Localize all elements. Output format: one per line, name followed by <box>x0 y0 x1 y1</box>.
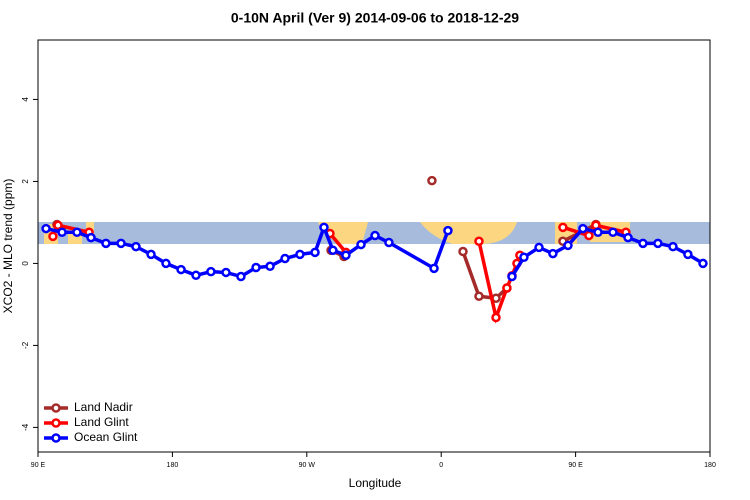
y-tick-label: 0 <box>21 261 30 266</box>
data-point <box>41 223 51 234</box>
data-point <box>668 241 678 252</box>
series-line <box>461 250 509 301</box>
data-point <box>53 220 63 231</box>
data-point <box>443 225 453 236</box>
plot-frame <box>37 39 711 453</box>
chart-title: 0-10N April (Ver 9) 2014-09-06 to 2018-1… <box>231 10 519 26</box>
y-tick-label: 2 <box>21 179 30 184</box>
data-point <box>236 271 246 282</box>
x-tick-label: 90 W <box>299 462 316 469</box>
data-point <box>265 261 275 272</box>
legend-marker <box>51 418 61 428</box>
y-tick-label: -4 <box>21 423 30 431</box>
data-point <box>221 267 231 278</box>
data-point <box>584 230 594 241</box>
data-point <box>653 238 663 249</box>
data-point <box>176 264 186 275</box>
x-tick-label: 180 <box>704 462 716 469</box>
x-tick-label: 90 E <box>568 462 583 469</box>
data-point <box>328 245 338 256</box>
data-point <box>474 291 484 301</box>
data-point <box>698 258 708 269</box>
data-point <box>319 222 329 233</box>
data-point <box>458 246 468 257</box>
y-axis-label: XCO2 - MLO trend (ppm) <box>1 179 15 314</box>
x-tick-label: 90 E <box>31 462 46 469</box>
data-point <box>474 236 484 247</box>
legend-label: Land Glint <box>74 415 129 429</box>
data-point <box>491 312 501 323</box>
legend-marker <box>51 433 61 443</box>
data-point <box>161 258 171 269</box>
data-point <box>295 249 305 260</box>
x-tick-label: 0 <box>439 462 443 469</box>
data-point <box>384 237 394 248</box>
data-point <box>623 232 633 243</box>
data-point <box>429 263 439 274</box>
data-point <box>86 232 96 243</box>
x-tick-label: 180 <box>167 462 179 469</box>
legend-marker <box>51 403 61 413</box>
data-point <box>593 227 603 238</box>
data-point <box>370 230 380 241</box>
data-point <box>608 227 618 238</box>
legend-label: Ocean Glint <box>74 430 138 444</box>
data-point <box>341 250 351 260</box>
data-point <box>206 266 216 277</box>
data-point <box>57 227 67 238</box>
y-tick-label: -2 <box>21 341 30 349</box>
data-point <box>519 252 529 263</box>
data-point <box>280 253 290 264</box>
data-point <box>683 249 693 260</box>
data-point <box>146 249 156 260</box>
x-axis-label: Longitude <box>349 476 402 490</box>
data-point <box>310 247 320 258</box>
data-point <box>548 248 558 259</box>
data-point <box>507 271 517 282</box>
data-point <box>356 239 366 250</box>
data-point <box>191 270 201 281</box>
data-point <box>251 262 261 273</box>
data-point <box>427 175 437 186</box>
data-point <box>563 240 573 251</box>
data-point <box>131 241 141 252</box>
y-tick-label: 4 <box>21 97 30 102</box>
data-point <box>116 238 126 249</box>
data-point <box>534 242 544 253</box>
data-point <box>558 222 568 233</box>
data-point <box>101 238 111 249</box>
data-point <box>578 223 588 234</box>
legend-label: Land Nadir <box>74 400 133 414</box>
data-point <box>638 238 648 249</box>
data-point <box>502 283 512 293</box>
data-point <box>72 227 82 238</box>
data-point <box>48 231 58 242</box>
